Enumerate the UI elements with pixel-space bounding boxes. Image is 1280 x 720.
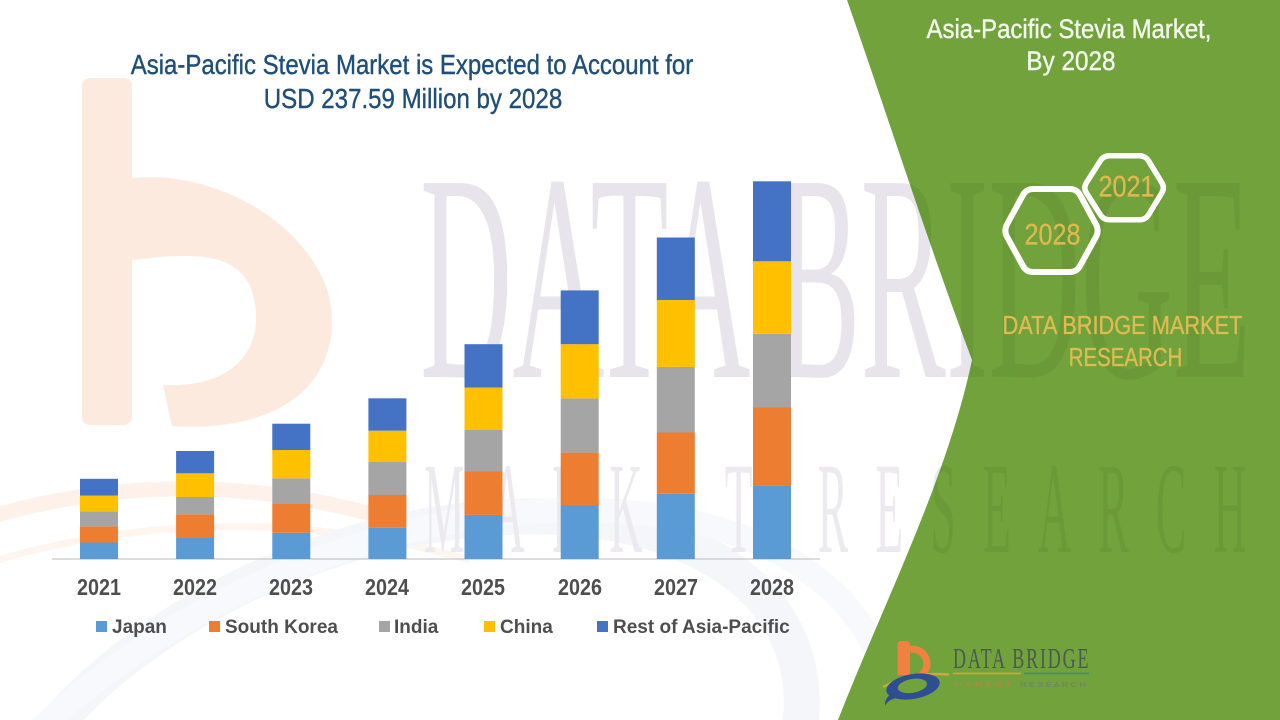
svg-text:Rest of Asia-Pacific: Rest of Asia-Pacific	[613, 617, 790, 638]
svg-text:South Korea: South Korea	[225, 617, 338, 638]
svg-text:Asia-Pacific Stevia Market is: Asia-Pacific Stevia Market is Expected t…	[131, 48, 694, 80]
svg-text:2021: 2021	[77, 573, 121, 600]
svg-text:2023: 2023	[269, 573, 313, 600]
svg-text:China: China	[500, 617, 553, 638]
svg-text:USD 237.59 Million by 2028: USD 237.59 Million by 2028	[264, 82, 562, 114]
svg-text:RESEARCH: RESEARCH	[1069, 343, 1183, 372]
svg-text:2021: 2021	[1098, 169, 1154, 203]
svg-text:DATA BRIDGE: DATA BRIDGE	[953, 644, 1090, 675]
svg-text:2024: 2024	[365, 573, 409, 600]
svg-text:Japan: Japan	[112, 617, 167, 638]
svg-text:By 2028: By 2028	[1026, 47, 1115, 76]
svg-text:Asia-Pacific Stevia Market,: Asia-Pacific Stevia Market,	[927, 15, 1212, 45]
svg-text:2028: 2028	[750, 573, 794, 600]
svg-text:India: India	[394, 617, 439, 638]
svg-text:2022: 2022	[173, 573, 217, 600]
svg-text:2028: 2028	[1024, 217, 1080, 251]
svg-text:2027: 2027	[654, 573, 698, 600]
svg-text:2025: 2025	[461, 573, 505, 600]
svg-text:2026: 2026	[558, 573, 602, 600]
svg-text:DATA BRIDGE MARKET: DATA BRIDGE MARKET	[1003, 311, 1243, 340]
svg-text:R E S E A R C H: R E S E A R C H	[1020, 680, 1086, 689]
svg-text:M A R K E T: M A R K E T	[954, 680, 1013, 689]
